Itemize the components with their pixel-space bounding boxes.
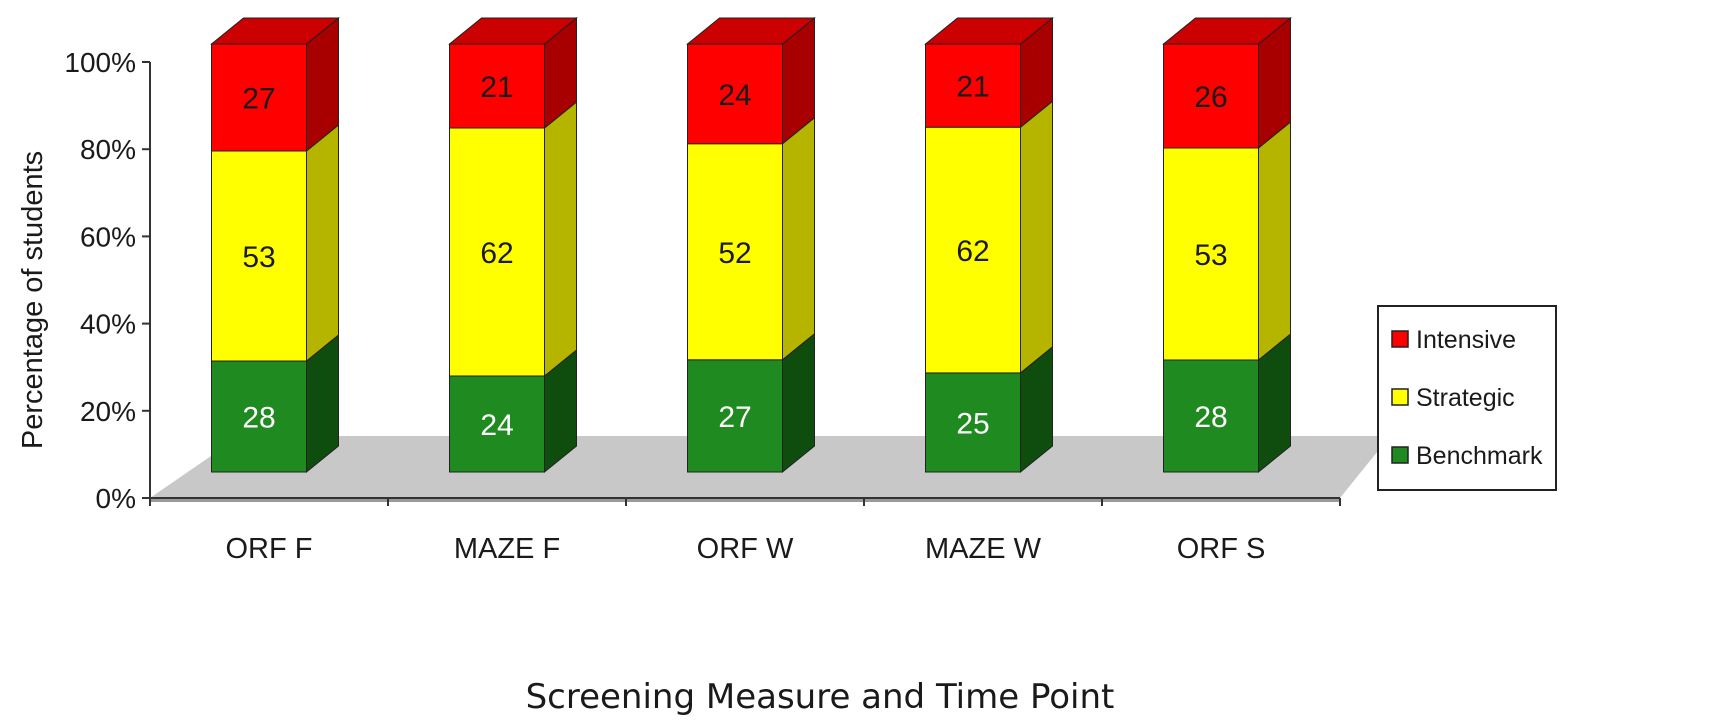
data-label: 28 [1194,401,1227,434]
y-axis-title: Percentage of students [17,151,49,449]
y-tick-label: 20% [80,396,136,427]
bar-segment-strategic [687,143,783,361]
bar-segment-side [306,123,339,363]
bar-segment-benchmark [1163,359,1259,473]
data-label: 24 [480,409,513,442]
data-label: 21 [480,71,513,104]
bar-segment-intensive [449,43,545,129]
legend-item-benchmark: Benchmark [1391,442,1543,470]
data-label: 25 [956,407,989,440]
y-tick-label: 0% [96,483,136,514]
bar-stack-orf-w [686,16,816,474]
data-label: 52 [718,237,751,270]
bar-stack-maze-f [448,16,578,474]
x-tick-label: ORF S [1177,533,1266,565]
x-tick-label: MAZE F [454,533,560,565]
bar-stack-orf-f [210,16,340,474]
legend-label: Benchmark [1416,442,1543,470]
bar-top-face [686,17,816,45]
bar-segment-intensive [1163,43,1259,149]
data-label: 62 [480,237,513,270]
y-tick-label: 100% [64,47,136,78]
data-label: 24 [718,79,751,112]
data-label: 27 [242,83,275,116]
legend-label: Intensive [1416,326,1516,354]
legend-swatch [1391,330,1409,348]
bar-stack-maze-w [924,16,1054,474]
x-axis-title: Screening Measure and Time Point [526,677,1115,717]
bar-top-face [448,17,578,45]
x-tick-label: ORF W [697,533,794,565]
bar-segment-side [1258,120,1291,362]
y-tick-label: 60% [80,221,136,252]
bar-segment-benchmark [211,360,307,473]
bar-segment-strategic [211,150,307,362]
bar-segment-intensive [925,43,1021,128]
data-label: 53 [1194,239,1227,272]
x-tick-label: ORF F [226,533,313,565]
legend-swatch [1391,388,1409,406]
x-tick-label: MAZE W [925,533,1042,565]
bar-top-face [1162,17,1292,45]
bar-segment-side [1020,100,1053,374]
bar-segment-strategic [449,127,545,377]
legend-item-strategic: Strategic [1391,384,1515,412]
legend-label: Strategic [1416,384,1515,412]
bar-segment-intensive [687,43,783,145]
bar-top-face [210,17,340,45]
bar-segment-side [782,116,815,361]
bar-segment-strategic [1163,147,1259,361]
bar-top-face [924,17,1054,45]
bar-segment-intensive [211,43,307,152]
bar-stack-orf-s [1162,16,1292,474]
legend-swatch [1391,446,1409,464]
bar-segment-strategic [925,126,1021,374]
y-tick-label: 40% [80,309,136,340]
data-label: 27 [718,401,751,434]
data-label: 53 [242,241,275,274]
data-label: 28 [242,402,275,435]
bar-segment-side [544,100,577,378]
y-tick-label: 80% [80,134,136,165]
data-label: 62 [956,235,989,268]
data-label: 26 [1194,81,1227,114]
data-label: 21 [956,71,989,104]
legend-item-intensive: Intensive [1391,326,1516,354]
